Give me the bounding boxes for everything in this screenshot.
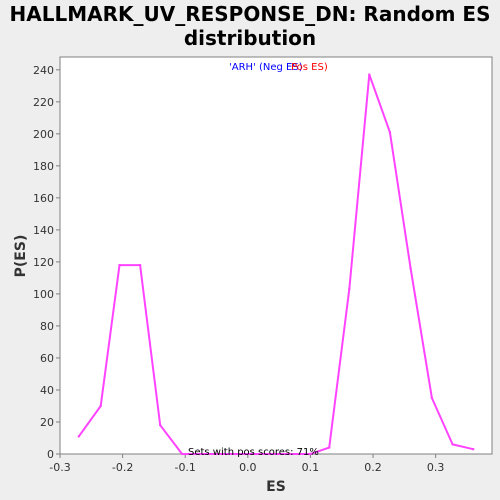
x-tick-label: 0.3 <box>427 461 445 474</box>
data-point <box>99 404 102 408</box>
chart-title: HALLMARK_UV_RESPONSE_DN: Random ES distr… <box>0 2 500 50</box>
x-tick-label: 0.2 <box>364 461 382 474</box>
y-tick-label: 40 <box>40 384 54 397</box>
data-point <box>472 447 475 451</box>
data-point <box>77 435 80 438</box>
chart-title-line2: distribution <box>183 26 317 50</box>
y-tick-label: 100 <box>33 288 54 301</box>
y-tick-label: 220 <box>33 96 54 109</box>
y-tick-label: 240 <box>33 64 54 77</box>
data-point <box>180 452 184 456</box>
data-point <box>430 396 434 400</box>
y-tick-label: 60 <box>40 352 54 365</box>
data-point <box>409 267 412 270</box>
y-tick-label: 80 <box>40 320 54 333</box>
series-layer <box>77 73 475 456</box>
y-tick-label: 140 <box>33 224 54 237</box>
data-point <box>451 443 454 446</box>
y-tick-label: 120 <box>33 256 54 269</box>
x-tick-label: 0.1 <box>302 461 320 474</box>
pos-scores-annotation: Sets with pos scores: 71% <box>188 447 319 458</box>
x-tick-label: -0.2 <box>112 461 133 474</box>
y-axis: 0 20 40 60 80 100 120 140 160 180 200 220 240 <box>33 64 60 461</box>
y-axis-label: P(ES) <box>13 235 29 278</box>
data-point <box>348 287 351 291</box>
data-point <box>138 263 142 267</box>
x-tick-label: -0.3 <box>49 461 70 474</box>
x-tick-label: 0.0 <box>239 461 257 474</box>
y-tick-label: 180 <box>33 160 54 173</box>
data-point <box>309 452 312 456</box>
y-tick-label: 0 <box>47 448 54 461</box>
x-axis: -0.3 -0.2 -0.1 0.0 0.1 0.2 0.3 <box>49 454 444 474</box>
x-axis-label: ES <box>266 479 286 495</box>
data-point <box>388 131 392 134</box>
data-point <box>118 263 121 267</box>
plot-area <box>59 56 493 455</box>
y-tick-label: 160 <box>33 192 54 205</box>
data-point <box>158 423 162 427</box>
x-tick-label: -0.1 <box>174 461 195 474</box>
data-point <box>368 73 371 76</box>
legend-neg-es: 'ARH' (Neg ES) <box>229 62 303 73</box>
data-point <box>328 446 331 449</box>
legend-pos-es: Pos ES) <box>291 62 328 73</box>
chart-title-line1: HALLMARK_UV_RESPONSE_DN: Random ES <box>9 2 491 26</box>
y-tick-label: 200 <box>33 128 54 141</box>
y-tick-label: 20 <box>40 416 54 429</box>
